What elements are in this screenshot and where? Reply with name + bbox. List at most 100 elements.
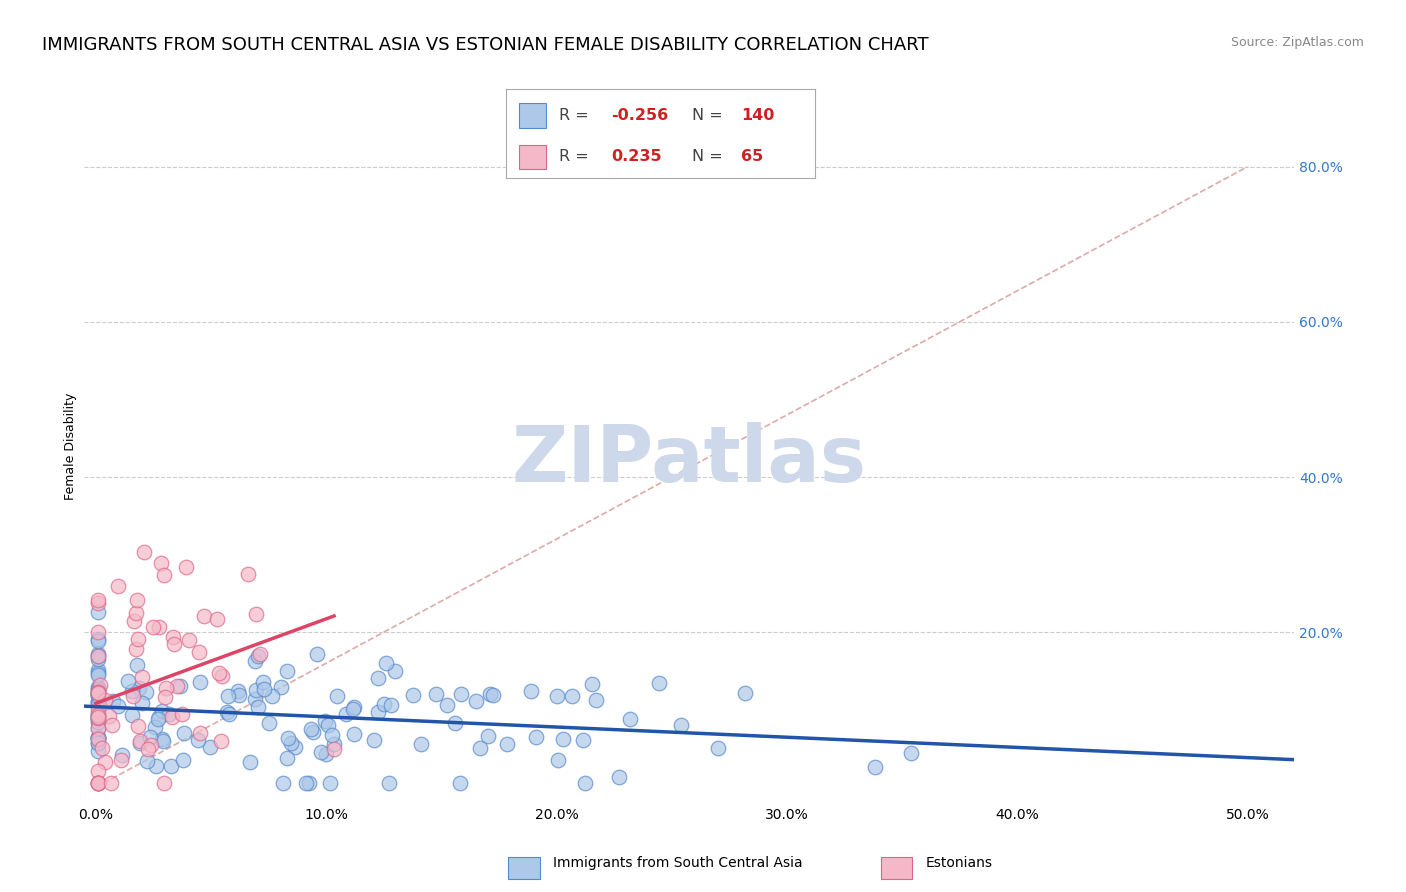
Point bbox=[470, 741, 492, 756]
Point bbox=[125, 606, 148, 620]
Point bbox=[335, 706, 357, 721]
Point bbox=[208, 666, 231, 681]
Point bbox=[139, 738, 162, 752]
Point bbox=[409, 737, 432, 751]
Point bbox=[402, 689, 425, 703]
Point bbox=[87, 688, 110, 702]
Point bbox=[150, 731, 173, 746]
Point bbox=[247, 700, 270, 714]
Point bbox=[384, 664, 406, 678]
Point bbox=[87, 731, 110, 746]
Point bbox=[87, 684, 110, 698]
Point bbox=[98, 709, 121, 723]
Point bbox=[259, 715, 281, 730]
Point bbox=[574, 776, 596, 790]
Point bbox=[520, 683, 543, 698]
Text: N =: N = bbox=[692, 150, 728, 164]
Point bbox=[294, 776, 316, 790]
Point bbox=[87, 652, 110, 666]
Point bbox=[117, 674, 139, 689]
Point bbox=[243, 692, 266, 706]
Point bbox=[734, 686, 756, 700]
Point bbox=[553, 732, 575, 747]
Point bbox=[321, 728, 343, 742]
Point bbox=[87, 736, 110, 750]
Point bbox=[127, 719, 149, 733]
Point bbox=[173, 726, 195, 740]
Point bbox=[135, 685, 157, 699]
Text: 65: 65 bbox=[741, 150, 763, 164]
Text: Immigrants from South Central Asia: Immigrants from South Central Asia bbox=[553, 855, 803, 870]
Point bbox=[367, 671, 389, 685]
Point bbox=[128, 736, 150, 750]
Point bbox=[87, 695, 110, 709]
Point bbox=[443, 715, 465, 730]
Point bbox=[166, 679, 188, 693]
Point bbox=[284, 740, 307, 755]
Point bbox=[128, 681, 150, 696]
Point bbox=[449, 776, 471, 790]
Point bbox=[436, 698, 458, 713]
Point bbox=[218, 706, 240, 721]
Point bbox=[245, 682, 267, 697]
Point bbox=[479, 687, 502, 701]
Point bbox=[87, 721, 110, 735]
Bar bbox=[519, 145, 547, 169]
Point bbox=[172, 707, 194, 722]
Point bbox=[187, 733, 209, 747]
Point bbox=[179, 632, 201, 647]
Text: R =: R = bbox=[558, 150, 593, 164]
Point bbox=[87, 731, 110, 746]
Point bbox=[87, 648, 110, 663]
Point bbox=[669, 718, 692, 732]
Point bbox=[87, 776, 110, 790]
Point bbox=[228, 688, 250, 702]
Point bbox=[127, 632, 149, 646]
Point bbox=[87, 711, 110, 725]
Point bbox=[110, 753, 132, 767]
Point bbox=[143, 720, 166, 734]
Point bbox=[87, 731, 110, 746]
Point bbox=[193, 609, 215, 624]
Point bbox=[87, 707, 110, 722]
Point bbox=[127, 658, 149, 673]
Bar bbox=[508, 857, 540, 879]
Point bbox=[477, 729, 499, 743]
Text: 140: 140 bbox=[741, 108, 775, 122]
Point bbox=[87, 596, 110, 610]
Point bbox=[315, 747, 337, 761]
Point bbox=[581, 677, 603, 691]
Point bbox=[276, 664, 298, 678]
Point bbox=[546, 689, 568, 703]
Point bbox=[572, 733, 595, 747]
Point bbox=[450, 687, 472, 701]
Point bbox=[125, 642, 148, 657]
Point bbox=[87, 663, 110, 677]
Point bbox=[162, 630, 184, 644]
Point bbox=[280, 735, 302, 749]
Point bbox=[524, 730, 547, 744]
Text: Source: ZipAtlas.com: Source: ZipAtlas.com bbox=[1230, 36, 1364, 49]
Point bbox=[87, 776, 110, 790]
Point bbox=[87, 702, 110, 716]
Point bbox=[252, 681, 274, 696]
Point bbox=[121, 689, 143, 703]
Point bbox=[707, 740, 730, 755]
Point bbox=[87, 764, 110, 778]
Point bbox=[94, 692, 117, 706]
Point bbox=[309, 745, 332, 759]
Point bbox=[152, 734, 174, 748]
Point bbox=[298, 776, 321, 790]
Point bbox=[155, 681, 177, 695]
Point bbox=[273, 776, 295, 790]
Point bbox=[87, 711, 110, 725]
Point bbox=[176, 559, 198, 574]
Point bbox=[252, 675, 274, 690]
Point bbox=[247, 648, 270, 663]
Point bbox=[87, 632, 110, 647]
Point bbox=[87, 713, 110, 727]
Point bbox=[648, 676, 671, 690]
Point bbox=[94, 755, 117, 769]
Point bbox=[302, 724, 325, 739]
Point bbox=[87, 695, 110, 709]
